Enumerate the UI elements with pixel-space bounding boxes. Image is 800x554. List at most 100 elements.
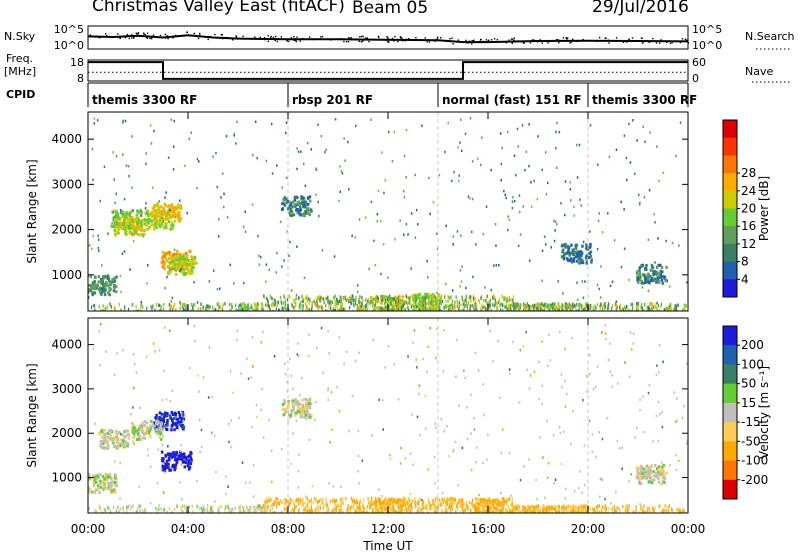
data-cell xyxy=(674,420,677,424)
data-cell xyxy=(412,294,414,298)
data-cell xyxy=(476,497,478,502)
nsky-point xyxy=(105,33,107,35)
data-cell xyxy=(394,510,398,513)
data-cell xyxy=(215,470,217,474)
data-cell xyxy=(486,301,488,306)
data-cell xyxy=(678,459,680,463)
data-cell xyxy=(589,254,593,258)
data-cell xyxy=(606,306,609,311)
data-cell xyxy=(340,302,342,307)
nsky-point xyxy=(572,38,574,40)
data-cell xyxy=(173,428,176,432)
nsky-point xyxy=(598,36,601,39)
data-cell xyxy=(473,417,475,420)
data-cell xyxy=(465,295,467,299)
nsky-point xyxy=(391,37,394,40)
data-cell xyxy=(115,434,118,437)
data-cell xyxy=(442,370,444,373)
data-cell xyxy=(540,303,542,307)
data-cell xyxy=(142,436,145,440)
data-cell xyxy=(373,513,376,516)
data-cell xyxy=(464,376,466,380)
data-cell xyxy=(212,155,214,158)
data-cell xyxy=(427,301,430,306)
data-cell xyxy=(334,308,337,311)
data-cell xyxy=(190,262,193,266)
data-cell xyxy=(163,212,166,216)
data-cell xyxy=(318,298,321,302)
data-cell xyxy=(372,338,374,342)
data-cell xyxy=(250,303,252,308)
data-cell xyxy=(300,412,304,416)
data-cell xyxy=(381,509,383,513)
data-cell xyxy=(100,510,103,513)
data-cell xyxy=(448,454,450,458)
data-cell xyxy=(180,463,183,466)
data-cell xyxy=(650,302,653,306)
data-cell xyxy=(564,245,567,249)
data-cell xyxy=(586,247,590,251)
data-cell xyxy=(118,510,120,513)
data-cell xyxy=(452,243,454,246)
data-cell xyxy=(135,437,139,441)
data-cell xyxy=(245,305,247,310)
data-cell xyxy=(564,213,566,217)
data-cell xyxy=(122,348,124,352)
data-cell xyxy=(578,302,580,307)
data-cell xyxy=(113,286,116,289)
data-cell xyxy=(169,227,172,231)
data-cell xyxy=(119,221,122,225)
data-cell xyxy=(557,302,560,306)
data-cell xyxy=(566,244,570,248)
data-cell xyxy=(650,308,652,311)
data-cell xyxy=(176,265,180,269)
data-cell xyxy=(340,309,342,311)
nsky-point xyxy=(340,38,342,40)
data-cell xyxy=(429,296,431,301)
data-cell xyxy=(672,307,675,311)
data-cell xyxy=(403,301,406,306)
data-cell xyxy=(208,305,210,309)
data-cell xyxy=(308,333,310,336)
nsky-point xyxy=(89,34,92,36)
data-cell xyxy=(258,254,260,258)
data-cell xyxy=(341,302,343,307)
data-cell xyxy=(94,276,97,280)
data-cell xyxy=(288,205,291,209)
data-cell xyxy=(453,448,455,452)
data-cell xyxy=(299,205,302,209)
data-cell xyxy=(112,505,115,510)
data-cell xyxy=(251,335,254,339)
data-cell xyxy=(485,504,488,508)
data-cell xyxy=(160,507,162,511)
data-cell xyxy=(390,297,392,302)
data-cell xyxy=(263,506,265,510)
data-cell xyxy=(254,309,256,311)
data-cell xyxy=(131,303,133,307)
data-cell xyxy=(123,225,126,229)
data-cell xyxy=(296,409,300,413)
data-cell xyxy=(641,476,644,480)
data-cell xyxy=(201,510,203,513)
data-cell xyxy=(251,305,253,309)
data-cell xyxy=(225,475,227,478)
data-cell xyxy=(514,303,516,307)
data-cell xyxy=(166,418,169,422)
data-cell xyxy=(274,299,276,303)
data-cell xyxy=(660,305,662,309)
data-cell xyxy=(184,271,187,275)
data-cell xyxy=(103,484,106,488)
data-cell xyxy=(270,122,273,126)
data-cell xyxy=(235,308,237,311)
data-cell xyxy=(303,415,306,419)
data-cell xyxy=(327,387,329,390)
data-cell xyxy=(488,303,490,307)
data-cell xyxy=(436,291,438,295)
data-cell xyxy=(216,302,218,306)
data-cell xyxy=(174,453,178,457)
data-cell xyxy=(565,487,567,491)
data-cell xyxy=(560,255,564,259)
data-cell xyxy=(295,293,298,297)
data-cell xyxy=(101,474,105,478)
data-cell xyxy=(179,217,182,221)
